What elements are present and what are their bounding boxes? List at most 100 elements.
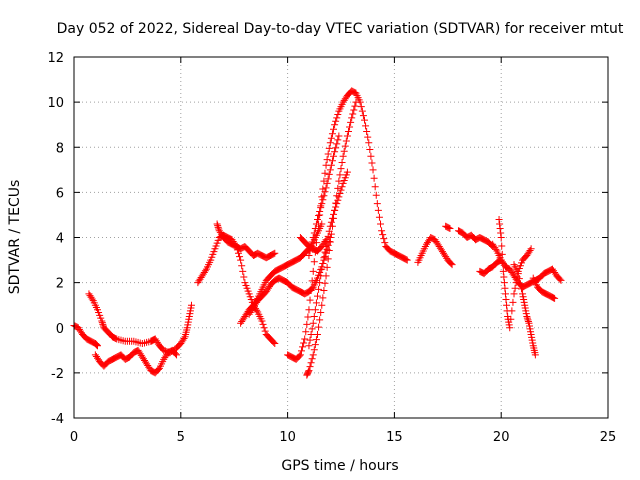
data-point (347, 118, 355, 126)
data-point (328, 130, 336, 138)
data-point (332, 117, 340, 125)
data-point (309, 319, 317, 327)
data-point (297, 347, 305, 355)
series-arc-11 (303, 98, 360, 379)
data-point (98, 319, 106, 327)
data-point (320, 287, 328, 295)
data-points (70, 87, 565, 379)
data-point (498, 250, 506, 258)
data-point (527, 245, 535, 253)
data-point (343, 168, 351, 176)
data-point (492, 245, 500, 253)
y-tick-label: -4 (51, 412, 64, 427)
data-point (335, 177, 343, 185)
data-point (315, 212, 323, 220)
data-point (309, 351, 317, 359)
data-point (316, 316, 324, 324)
data-point (305, 252, 313, 260)
data-point (314, 215, 322, 223)
data-point (310, 346, 318, 354)
data-point (352, 98, 360, 106)
data-point (312, 299, 320, 307)
data-point (515, 275, 523, 283)
data-point (326, 166, 334, 174)
x-tick-label: 10 (279, 430, 296, 445)
data-point (321, 279, 329, 287)
data-point (302, 328, 310, 336)
data-point (365, 139, 373, 147)
y-tick-label: 10 (47, 96, 64, 111)
data-point (213, 220, 221, 228)
data-point (327, 134, 335, 142)
data-point (511, 284, 519, 292)
data-point (508, 307, 516, 315)
data-point (306, 363, 314, 371)
data-point (299, 343, 307, 351)
data-point (358, 107, 366, 115)
data-point (325, 144, 333, 152)
data-point (112, 334, 120, 342)
data-point (499, 267, 507, 275)
y-tick-label: 8 (56, 141, 64, 156)
data-point (334, 111, 342, 119)
data-point (349, 110, 357, 118)
data-point (306, 296, 314, 304)
data-point (307, 359, 315, 367)
data-point (335, 132, 343, 140)
data-point (556, 275, 564, 283)
data-point (509, 298, 517, 306)
data-point (317, 204, 325, 212)
data-point (506, 324, 514, 332)
data-point (340, 147, 348, 155)
data-point (331, 121, 339, 129)
series-arc-05 (147, 301, 195, 357)
data-point (214, 223, 222, 231)
data-point (317, 272, 325, 280)
data-point (551, 294, 559, 302)
data-point (372, 191, 380, 199)
data-point (306, 336, 314, 344)
data-point (359, 112, 367, 120)
data-point (305, 367, 313, 375)
data-point (517, 285, 525, 293)
data-point (325, 227, 333, 235)
data-point (363, 127, 371, 135)
data-point (338, 158, 346, 166)
data-point (318, 265, 326, 273)
data-point (360, 116, 368, 124)
data-point (357, 103, 365, 111)
data-point (402, 255, 410, 263)
data-point (501, 284, 509, 292)
data-point (342, 137, 350, 145)
data-point (180, 334, 188, 342)
data-point (310, 312, 318, 320)
data-point (334, 184, 342, 192)
data-point (323, 179, 331, 187)
data-point (523, 312, 531, 320)
data-point (366, 146, 374, 154)
x-tick-label: 5 (177, 430, 185, 445)
data-point (333, 114, 341, 122)
data-point (237, 256, 245, 264)
data-point (364, 133, 372, 141)
data-point (271, 249, 279, 257)
data-point (374, 206, 382, 214)
data-point (330, 152, 338, 160)
data-point (379, 231, 387, 239)
data-point (258, 317, 266, 325)
data-point (380, 235, 388, 243)
data-point (496, 220, 504, 228)
data-point (312, 239, 320, 247)
data-point (531, 351, 539, 359)
data-point (99, 320, 107, 328)
data-point (523, 314, 531, 322)
data-point (309, 267, 317, 275)
grid-layer (74, 57, 608, 418)
data-point (304, 313, 312, 321)
data-point (326, 139, 334, 147)
data-point (348, 114, 356, 122)
data-point (330, 210, 338, 218)
data-point (314, 292, 322, 300)
data-point (215, 225, 223, 233)
